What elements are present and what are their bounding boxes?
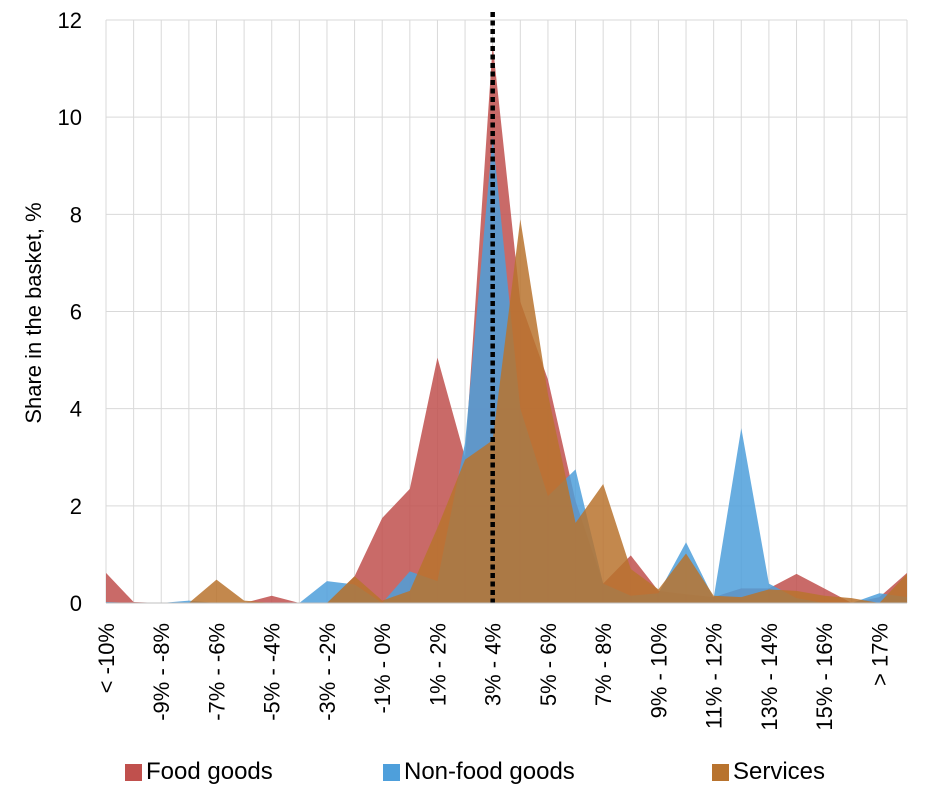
- x-tick-label: 13% - 14%: [757, 623, 782, 731]
- legend: Food goods Non-food goods Services: [0, 758, 933, 794]
- x-tick-label: 15% - 16%: [812, 623, 837, 731]
- x-tick-label: -9% - -8%: [149, 623, 174, 721]
- x-tick-label: 11% - 12%: [702, 623, 727, 729]
- legend-swatch-food: [125, 763, 142, 781]
- legend-item-services: Services: [712, 758, 825, 786]
- x-tick-label: -3% - -2%: [315, 623, 340, 721]
- x-tick-label: 5% - 6%: [536, 623, 561, 706]
- legend-label-nonfood: Non-food goods: [404, 758, 575, 785]
- legend-label-services: Services: [733, 758, 826, 785]
- y-tick-label: 2: [70, 494, 82, 519]
- x-tick-label: 9% - 10%: [646, 623, 671, 718]
- x-tick-label: 7% - 8%: [591, 623, 616, 706]
- legend-swatch-nonfood: [383, 763, 400, 781]
- x-tick-label: < -10%: [94, 623, 119, 693]
- area-chart: 0 2 4 6 8 10 12 < -10% -9% - -8% -7% - -6% -5% - -…: [21, 8, 908, 731]
- series-areas: [106, 44, 907, 604]
- x-tick-label: -1% - 0%: [370, 623, 395, 713]
- y-axis-label: Share in the basket, %: [21, 202, 46, 423]
- axes: 0 2 4 6 8 10 12 < -10% -9% - -8% -7% - -6% -5% - -…: [58, 8, 907, 731]
- y-tick-label: 0: [70, 591, 82, 616]
- y-tick-label: 12: [58, 8, 82, 33]
- y-tick-label: 8: [70, 202, 82, 227]
- y-tick-label: 10: [58, 105, 82, 130]
- x-tick-label: -5% - -4%: [260, 623, 285, 721]
- legend-item-nonfood: Non-food goods: [383, 758, 575, 786]
- x-tick-label: 3% - 4%: [481, 623, 506, 706]
- legend-item-food: Food goods: [125, 758, 273, 786]
- y-tick-label: 4: [70, 397, 82, 422]
- x-tick-label: 1% - 2%: [425, 623, 450, 706]
- legend-label-food: Food goods: [146, 758, 273, 785]
- x-tick-label: -7% - -6%: [204, 623, 229, 721]
- y-tick-label: 6: [70, 300, 82, 325]
- series-area-3: [106, 219, 907, 604]
- legend-swatch-services: [712, 763, 729, 781]
- x-tick-label: > 17%: [867, 623, 892, 686]
